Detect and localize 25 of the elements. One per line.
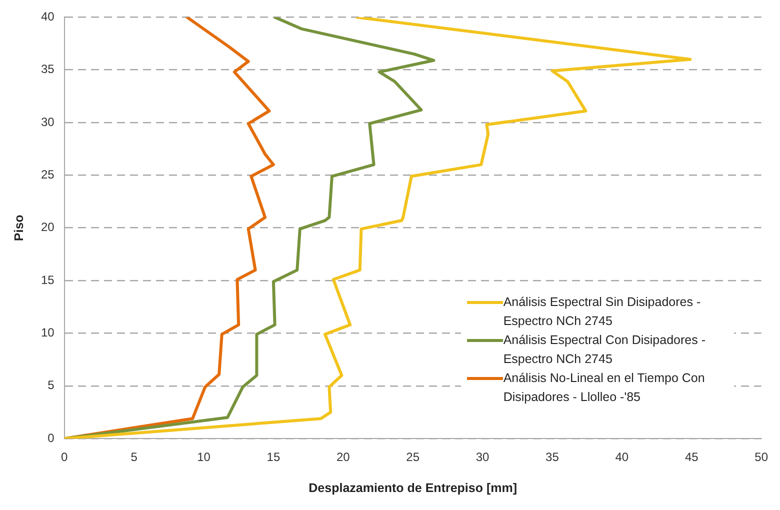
x-tick-label: 40 (615, 450, 629, 464)
y-tick-label: 15 (40, 272, 55, 287)
y-axis-title: Piso (12, 214, 26, 242)
legend-label: Análisis No-Lineal en el Tiempo Con Disipadores - Llolleo -'85 (503, 370, 706, 406)
y-tick-label: 40 (40, 10, 55, 24)
y-tick-label: 20 (40, 220, 55, 234)
x-axis-title: Desplazamiento de Entrepiso [mm] (308, 480, 518, 495)
y-tick-label: 35 (40, 62, 55, 76)
x-tick-label: 50 (754, 450, 768, 464)
x-tick-label: 45 (684, 450, 699, 464)
x-tick-label: 20 (336, 450, 350, 464)
legend-label: Análisis Espectral Sin Disipadores - Espectro NCh 2745 (503, 294, 702, 330)
x-tick-label: 0 (61, 450, 68, 464)
y-tick-label: 5 (48, 378, 55, 392)
legend-label: Análisis Espectral Con Disipadores - Espectro NCh 2745 (503, 332, 706, 368)
x-tick-label: 15 (266, 450, 280, 464)
y-tick-label: 25 (40, 168, 55, 182)
x-tick-label: 10 (197, 450, 211, 464)
x-tick-label: 5 (130, 450, 138, 464)
x-tick-label: 30 (476, 450, 490, 464)
y-tick-label: 30 (40, 114, 55, 129)
x-tick-label: 25 (406, 450, 420, 464)
y-tick-label: 0 (48, 430, 55, 445)
y-tick-label: 10 (40, 326, 55, 340)
x-tick-label: 35 (546, 450, 560, 464)
